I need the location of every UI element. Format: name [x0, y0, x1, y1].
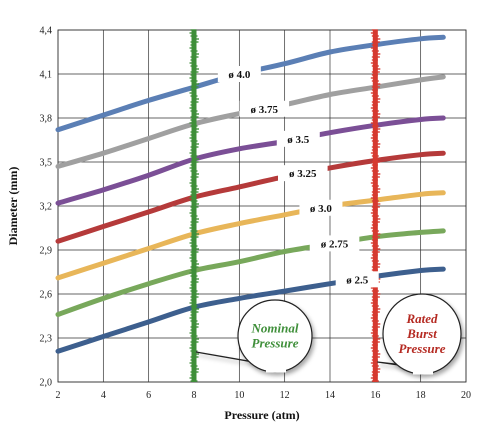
- series-label: ø 2.5: [346, 274, 369, 286]
- y-tick-label: 2,6: [40, 290, 53, 301]
- y-tick-label: 3,5: [40, 158, 53, 169]
- x-tick-label: 12: [280, 390, 290, 401]
- series-label: ø 3.5: [287, 134, 310, 146]
- series-label-box: [299, 199, 343, 216]
- y-tick-label: 2,0: [40, 378, 53, 389]
- series-label: ø 2.75: [321, 238, 349, 250]
- y-axis-title: Diameter (mm): [6, 167, 20, 246]
- x-tick-label: 2: [56, 390, 61, 401]
- reference-line-texture: [189, 29, 199, 382]
- callout-text: Burst: [406, 326, 437, 341]
- series-label: ø 4.0: [228, 69, 251, 81]
- x-tick-label: 10: [234, 390, 244, 401]
- y-tick-label: 3,8: [40, 114, 53, 125]
- series-line: [55, 266, 446, 354]
- series-line: [55, 34, 446, 133]
- x-tick-label: 14: [325, 390, 335, 401]
- x-tick-label: 8: [192, 390, 197, 401]
- series-label-box: [309, 235, 360, 252]
- y-tick-label: 4,4: [40, 26, 53, 37]
- callout-text: Nominal: [251, 321, 299, 336]
- series-line: [55, 228, 446, 317]
- series-label-box: [335, 271, 379, 288]
- callout-text: Pressure: [399, 341, 446, 356]
- series-labels: ø 4.0 ø 3.75 ø 3.5 ø 3.25 ø 3.0 ø 2.75 ø 2.5: [217, 66, 379, 288]
- x-tick-label: 4: [101, 390, 106, 401]
- series-label: ø 3.75: [251, 104, 279, 116]
- reference-line: [191, 30, 197, 382]
- x-tick-label: 18: [416, 390, 426, 401]
- y-tick-label: 4,1: [40, 70, 53, 81]
- x-tick-labels: 2 4 6 8 10 12 14 16 18 20: [56, 390, 472, 401]
- y-tick-label: 2,9: [40, 246, 53, 257]
- series-label: ø 3.0: [310, 203, 333, 215]
- x-tick-label: 16: [370, 390, 380, 401]
- series-label-box: [278, 165, 328, 182]
- callout-text: Rated: [405, 311, 438, 326]
- series-label-box: [239, 100, 290, 117]
- x-tick-label: 20: [461, 390, 471, 401]
- series-label: ø 3.25: [289, 168, 317, 180]
- x-tick-label: 6: [146, 390, 151, 401]
- series-line: [55, 190, 446, 281]
- y-tick-labels: 2,0 2,3 2,6 2,9 3,2 3,5 3,8 4,1 4,4: [40, 26, 53, 389]
- series-label-box: [217, 66, 261, 82]
- series-label-box: [276, 130, 320, 147]
- y-tick-label: 3,2: [40, 202, 53, 213]
- reference-line-texture: [370, 29, 381, 382]
- reference-line: [372, 30, 378, 382]
- series-line: [55, 150, 446, 244]
- callout-text: Pressure: [252, 336, 299, 351]
- y-tick-label: 2,3: [40, 334, 53, 345]
- series-line: [55, 115, 446, 206]
- x-axis-title: Pressure (atm): [224, 408, 299, 422]
- reference-lines: [189, 29, 381, 382]
